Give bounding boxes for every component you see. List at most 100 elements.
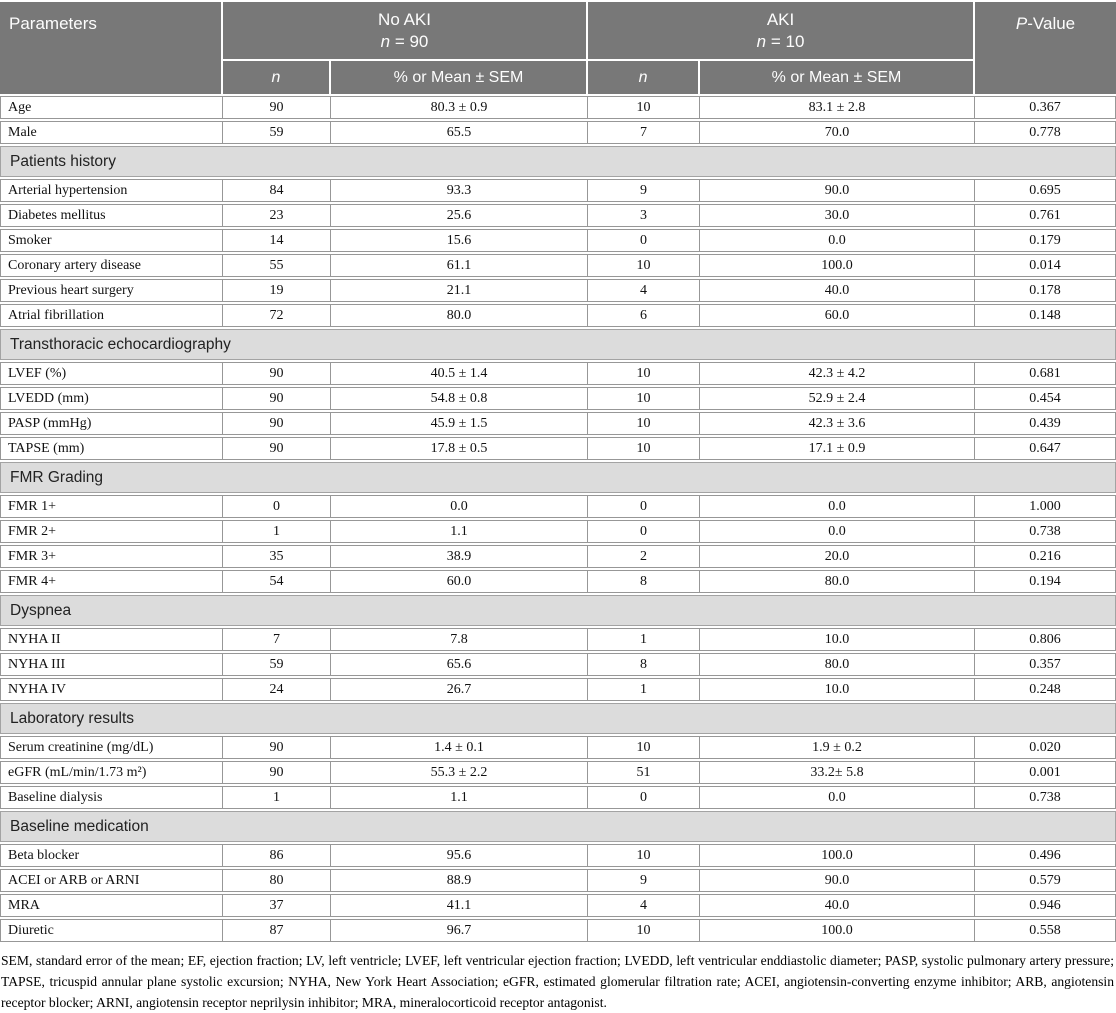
cell-aki-value: 80.0: [700, 570, 976, 593]
cell-p-value: 0.738: [975, 786, 1116, 809]
cell-no-aki-n: 90: [223, 362, 331, 385]
cell-no-aki-value: 60.0: [331, 570, 589, 593]
cell-no-aki-value: 26.7: [331, 678, 589, 701]
cell-aki-value: 10.0: [700, 628, 976, 651]
cell-no-aki-value: 1.1: [331, 520, 589, 543]
cell-no-aki-n: 86: [223, 844, 331, 867]
header-sub-row: n % or Mean ± SEM n % or Mean ± SEM: [0, 61, 1116, 94]
cell-aki-n: 10: [588, 844, 701, 867]
cell-no-aki-value: 25.6: [331, 204, 589, 227]
cell-no-aki-n: 87: [223, 919, 331, 942]
cell-parameter: Male: [0, 121, 223, 144]
cell-no-aki-value: 41.1: [331, 894, 589, 917]
column-header-parameters: Parameters: [0, 2, 223, 94]
cell-aki-value: 1.9 ± 0.2: [700, 736, 976, 759]
cell-p-value: 0.695: [975, 179, 1116, 202]
cell-parameter: MRA: [0, 894, 223, 917]
cell-aki-value: 40.0: [700, 279, 976, 302]
aki-group-n: n = 10: [756, 32, 805, 51]
cell-aki-value: 10.0: [700, 678, 976, 701]
cell-parameter: Coronary artery disease: [0, 254, 223, 277]
cell-aki-value: 90.0: [700, 179, 976, 202]
section-header-row: Transthoracic echocardiography: [0, 329, 1116, 360]
cell-aki-n: 10: [588, 736, 701, 759]
section-header-row: Dyspnea: [0, 595, 1116, 626]
cell-parameter: FMR 1+: [0, 495, 223, 518]
cell-aki-value: 100.0: [700, 254, 976, 277]
cell-aki-value: 42.3 ± 3.6: [700, 412, 976, 435]
cell-parameter: FMR 2+: [0, 520, 223, 543]
cell-parameter: FMR 4+: [0, 570, 223, 593]
column-subheader-aki-value: % or Mean ± SEM: [700, 61, 976, 94]
cell-aki-n: 1: [588, 678, 701, 701]
table-row: MRA 37 41.1 4 40.0 0.946: [0, 894, 1116, 917]
cell-aki-value: 70.0: [700, 121, 976, 144]
cell-aki-value: 42.3 ± 4.2: [700, 362, 976, 385]
cell-no-aki-value: 38.9: [331, 545, 589, 568]
cell-aki-n: 10: [588, 362, 701, 385]
header-group-row: Parameters No AKI n = 90 AKI n = 10 P-Va…: [0, 2, 1116, 94]
cell-p-value: 0.216: [975, 545, 1116, 568]
cell-no-aki-value: 21.1: [331, 279, 589, 302]
cell-aki-n: 10: [588, 96, 701, 119]
table-row: NYHA III 59 65.6 8 80.0 0.357: [0, 653, 1116, 676]
cell-parameter: NYHA IV: [0, 678, 223, 701]
table-body: Age 90 80.3 ± 0.9 10 83.1 ± 2.8 0.367 Male 59 65…: [0, 96, 1116, 942]
table-row: NYHA II 7 7.8 1 10.0 0.806: [0, 628, 1116, 651]
section-title: Patients history: [0, 146, 1116, 177]
table-row: LVEDD (mm) 90 54.8 ± 0.8 10 52.9 ± 2.4 0.454: [0, 387, 1116, 410]
cell-parameter: Age: [0, 96, 223, 119]
cell-no-aki-n: 59: [223, 121, 331, 144]
cell-p-value: 0.367: [975, 96, 1116, 119]
cell-no-aki-value: 1.4 ± 0.1: [331, 736, 589, 759]
cell-aki-value: 0.0: [700, 495, 976, 518]
cell-p-value: 0.178: [975, 279, 1116, 302]
cell-aki-value: 40.0: [700, 894, 976, 917]
cell-parameter: Diuretic: [0, 919, 223, 942]
table-row: Diabetes mellitus 23 25.6 3 30.0 0.761: [0, 204, 1116, 227]
cell-aki-value: 100.0: [700, 844, 976, 867]
table-row: FMR 1+ 0 0.0 0 0.0 1.000: [0, 495, 1116, 518]
cell-no-aki-value: 0.0: [331, 495, 589, 518]
column-subheader-no-aki-n: n: [223, 61, 331, 94]
cell-p-value: 0.806: [975, 628, 1116, 651]
cell-no-aki-value: 93.3: [331, 179, 589, 202]
cell-parameter: Arterial hypertension: [0, 179, 223, 202]
column-subheader-aki-n: n: [588, 61, 701, 94]
table-row: TAPSE (mm) 90 17.8 ± 0.5 10 17.1 ± 0.9 0.647: [0, 437, 1116, 460]
cell-aki-n: 2: [588, 545, 701, 568]
cell-no-aki-value: 96.7: [331, 919, 589, 942]
cell-aki-n: 8: [588, 653, 701, 676]
table-row: Baseline dialysis 1 1.1 0 0.0 0.738: [0, 786, 1116, 809]
table-row: NYHA IV 24 26.7 1 10.0 0.248: [0, 678, 1116, 701]
table-row: Male 59 65.5 7 70.0 0.778: [0, 121, 1116, 144]
cell-p-value: 0.761: [975, 204, 1116, 227]
column-header-p-value: P-Value: [975, 2, 1116, 94]
section-header-row: Baseline medication: [0, 811, 1116, 842]
cell-no-aki-value: 15.6: [331, 229, 589, 252]
section-title: Dyspnea: [0, 595, 1116, 626]
cell-parameter: Diabetes mellitus: [0, 204, 223, 227]
cell-aki-n: 9: [588, 869, 701, 892]
cell-no-aki-n: 24: [223, 678, 331, 701]
section-title: Baseline medication: [0, 811, 1116, 842]
cell-p-value: 0.681: [975, 362, 1116, 385]
column-header-no-aki: No AKI n = 90: [223, 2, 589, 59]
cell-no-aki-value: 80.0: [331, 304, 589, 327]
cell-p-value: 1.000: [975, 495, 1116, 518]
cell-no-aki-n: 54: [223, 570, 331, 593]
cell-aki-value: 90.0: [700, 869, 976, 892]
table-row: Smoker 14 15.6 0 0.0 0.179: [0, 229, 1116, 252]
cell-aki-n: 10: [588, 254, 701, 277]
table-row: FMR 3+ 35 38.9 2 20.0 0.216: [0, 545, 1116, 568]
cell-no-aki-n: 1: [223, 520, 331, 543]
table-row: FMR 4+ 54 60.0 8 80.0 0.194: [0, 570, 1116, 593]
table-row: Beta blocker 86 95.6 10 100.0 0.496: [0, 844, 1116, 867]
cell-no-aki-n: 90: [223, 96, 331, 119]
cell-aki-n: 0: [588, 229, 701, 252]
cell-p-value: 0.778: [975, 121, 1116, 144]
cell-no-aki-n: 19: [223, 279, 331, 302]
cell-no-aki-n: 80: [223, 869, 331, 892]
cell-aki-value: 0.0: [700, 229, 976, 252]
